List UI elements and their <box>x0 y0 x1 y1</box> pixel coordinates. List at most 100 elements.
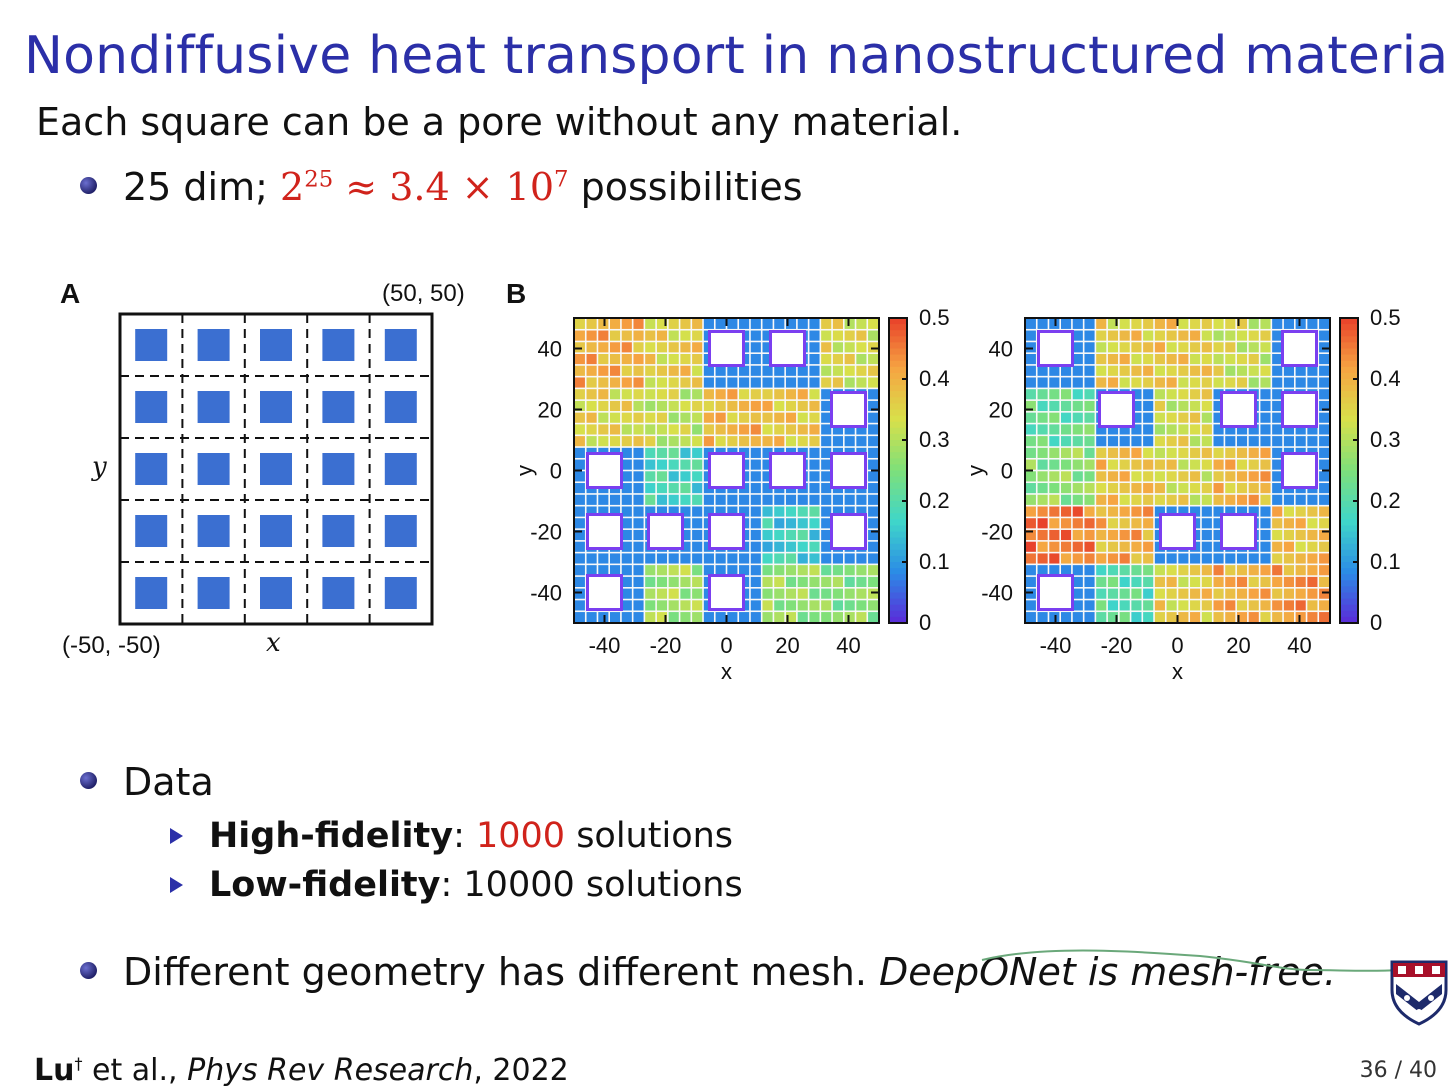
heatmap-cell <box>750 600 761 611</box>
heatmap-cell <box>739 400 750 412</box>
heatmap-cell <box>1201 424 1212 435</box>
heatmap-cell <box>1084 588 1095 599</box>
heatmap-cell <box>1072 389 1083 400</box>
heatmap-cell <box>1248 565 1259 576</box>
heatmap-cell <box>1060 389 1072 400</box>
heatmap-cell <box>1096 588 1107 599</box>
colorbar-frame <box>888 317 908 624</box>
heatmap-cell <box>1201 541 1212 552</box>
heatmap-cell <box>1037 412 1048 423</box>
heatmap-cell <box>1049 377 1060 388</box>
heatmap-cell <box>1119 541 1130 552</box>
heatmap-cell <box>692 365 703 376</box>
colorbar-segment <box>1340 318 1358 325</box>
heatmap-cell <box>1131 506 1142 517</box>
heatmap-cell <box>645 412 656 423</box>
heatmap-cell <box>1190 553 1201 564</box>
heatmap-cell <box>1260 588 1271 599</box>
heatmap-cell <box>586 494 597 505</box>
colorbar-segment <box>1340 348 1358 356</box>
colorbar-segment <box>889 586 907 594</box>
colorbar-segment <box>889 568 907 575</box>
heatmap-cell <box>1260 447 1271 458</box>
colorbar-segment <box>889 458 907 465</box>
colorbar-segment <box>1340 616 1358 624</box>
heatmap-cell <box>821 330 832 341</box>
heatmap-cell <box>598 353 609 365</box>
heatmap-cell <box>1143 459 1154 470</box>
heatmap-cell <box>1272 424 1283 435</box>
heatmap-cell <box>739 506 750 517</box>
heatmap-cell <box>1248 424 1259 435</box>
heatmap-cell <box>727 494 738 505</box>
heatmap-cell <box>1060 483 1072 494</box>
heatmap-cell <box>832 318 844 329</box>
heatmap-cell <box>774 377 785 388</box>
heatmap-cell <box>785 565 797 576</box>
heatmap-cell <box>1107 342 1119 353</box>
heatmap-cell <box>1319 353 1330 365</box>
heatmap-cell <box>1260 518 1271 529</box>
pore-square <box>135 453 168 485</box>
heatmap-cell <box>668 342 679 353</box>
math-exponent-2: 7 <box>554 166 569 193</box>
heatmap-cell <box>703 389 714 400</box>
heatmap-cell <box>621 365 632 376</box>
heatmap-cell <box>1190 353 1201 365</box>
heatmap-cell <box>844 576 855 588</box>
heatmap-cell <box>680 424 691 435</box>
colorbar-segment <box>889 440 907 447</box>
heatmap-cell <box>750 506 761 517</box>
heatmap-cell <box>1060 529 1072 541</box>
heatmap-cell <box>809 483 820 494</box>
heatmap-cell <box>868 318 879 329</box>
colorbar-segment <box>1340 507 1358 514</box>
colorbar-segment <box>1340 452 1358 459</box>
heatmap-cell <box>1072 459 1083 470</box>
heatmap-cell <box>668 318 679 329</box>
colorbar-segment <box>1340 440 1358 447</box>
heatmap-cell <box>645 353 656 365</box>
y-tick-label: 40 <box>538 337 562 362</box>
heatmap-cell <box>598 612 609 623</box>
pore-outline <box>1220 513 1257 550</box>
heatmap-cell <box>715 412 726 423</box>
heatmap-cell <box>1049 565 1060 576</box>
heatmap-cell <box>762 447 773 458</box>
colorbar-segment <box>1340 421 1358 429</box>
heatmap-cell <box>1260 400 1271 412</box>
heatmap-cell <box>680 588 691 599</box>
heatmap-cell <box>832 612 844 623</box>
heatmap-cell <box>692 518 703 529</box>
heatmap-cell <box>621 330 632 341</box>
heatmap-cell <box>821 436 832 447</box>
y-axis-label: y <box>963 465 988 476</box>
heatmap-cell <box>762 353 773 365</box>
heatmap-cell <box>1190 389 1201 400</box>
heatmap-cell <box>1072 330 1083 341</box>
heatmap-cell <box>1260 506 1271 517</box>
heatmap-cell <box>1084 506 1095 517</box>
heatmap-cell <box>1107 483 1119 494</box>
heatmap-cell <box>598 389 609 400</box>
heatmap-cell <box>727 365 738 376</box>
heatmap-cell <box>680 447 691 458</box>
heatmap-cell <box>1307 365 1318 376</box>
heatmap-cell <box>1131 342 1142 353</box>
heatmap-cell <box>598 377 609 388</box>
heatmap-cell <box>774 318 785 329</box>
heatmap-cell <box>633 588 644 599</box>
heatmap-cell <box>1283 541 1295 552</box>
heatmap-cell <box>844 318 855 329</box>
heatmap-cell <box>692 588 703 599</box>
heatmap-cell <box>1213 447 1224 458</box>
heatmap-cell <box>750 529 761 541</box>
heatmap-cell <box>692 412 703 423</box>
heatmap-cell <box>856 424 867 435</box>
heatmap-cell <box>692 447 703 458</box>
colorbar-segment <box>1340 488 1358 496</box>
heatmap-cell <box>1025 412 1036 423</box>
page-number: 36 / 40 <box>1359 1058 1437 1083</box>
heatmap-cell <box>1319 424 1330 435</box>
heatmap-cell <box>1236 424 1248 435</box>
